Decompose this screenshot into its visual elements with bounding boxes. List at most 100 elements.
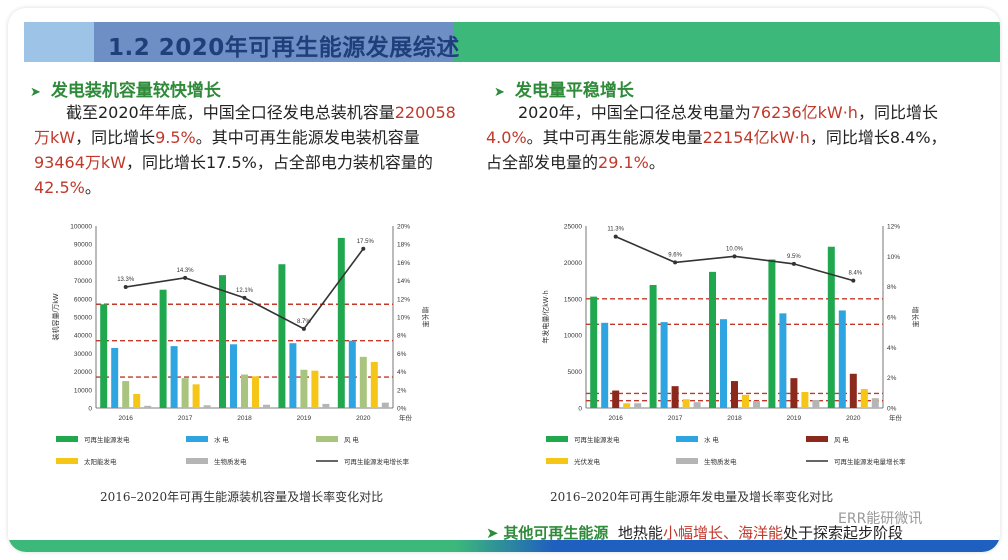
x-tick-label: 2019: [297, 415, 312, 422]
legend-swatch: [546, 458, 568, 464]
bar: [322, 403, 330, 408]
highlight-value: 93464万kW: [34, 153, 126, 172]
bar: [693, 402, 701, 408]
y-tick-label: 20000: [74, 369, 92, 376]
bar: [230, 344, 237, 408]
legend-swatch: [546, 436, 568, 442]
legend-label: 光伏发电: [574, 457, 601, 466]
growth-rate-point: [732, 254, 737, 259]
y-tick-label: 20000: [564, 260, 582, 267]
x-tick-label: 2017: [668, 415, 683, 422]
highlight-value: 42.5%: [34, 178, 85, 197]
legend-label: 风 电: [834, 435, 849, 444]
y2-tick-label: 16%: [397, 260, 410, 267]
bar: [170, 346, 178, 408]
arrow-icon: ➤: [494, 85, 505, 100]
left-section-title-text: 发电装机容量较快增长: [50, 81, 221, 101]
bar: [337, 237, 345, 408]
growth-rate-label: 13.3%: [117, 277, 135, 283]
bar: [144, 405, 152, 408]
bar: [300, 369, 308, 408]
right-section-title: ➤ 发电量平稳增长: [494, 76, 634, 101]
text: ，同比增长: [75, 128, 156, 147]
y-tick-label: 10000: [564, 333, 582, 340]
y2-tick-label: 2%: [887, 375, 897, 382]
legend-label: 可再生能源发电量增长率: [834, 457, 906, 466]
x-tick-label: 2016: [118, 415, 133, 422]
legend-swatch: [806, 436, 828, 442]
y-tick-label: 100000: [70, 224, 92, 231]
legend-label: 可再生能源发电: [84, 435, 130, 444]
y2-tick-label: 0%: [397, 406, 407, 413]
x-tick-label: 2020: [356, 415, 371, 422]
growth-rate-point: [301, 326, 306, 331]
growth-rate-label: 17.5%: [357, 239, 375, 245]
text: 截至2020年年底，中国全口径发电总装机容量: [66, 103, 395, 122]
bar: [181, 378, 189, 408]
highlight-value: 9.5%: [155, 128, 196, 147]
bar: [100, 304, 108, 408]
y2-tick-label: 20%: [397, 224, 410, 231]
x-tick-label: 2020: [846, 415, 861, 422]
growth-rate-label: 9.5%: [787, 254, 801, 260]
x-axis-unit: 年份: [399, 413, 413, 422]
growth-rate-point: [183, 275, 188, 280]
highlight-value: 4.0%: [486, 128, 527, 147]
x-tick-label: 2018: [727, 415, 742, 422]
bar: [827, 246, 835, 408]
right-chart-caption: 2016–2020年可再生能源年发电量及增长率变化对比: [550, 490, 834, 504]
highlight-value: 76236亿kW·h: [750, 103, 858, 122]
legend-label: 生物质发电: [214, 457, 247, 466]
text: ，同比增长17.5%，占全部电力装机容量的: [126, 153, 433, 172]
bar: [122, 381, 130, 408]
bar: [709, 271, 716, 408]
arrow-icon: ➤: [30, 85, 41, 100]
bar: [623, 403, 631, 408]
growth-rate-point: [361, 246, 366, 251]
other-renewables-line: ➤ 其他可再生能源 地热能小幅增长、海洋能处于探索起步阶段: [486, 522, 903, 543]
bar: [871, 398, 879, 408]
growth-rate-point: [791, 261, 796, 266]
bar: [381, 402, 389, 408]
y2-tick-label: 8%: [397, 333, 407, 340]
y-tick-label: 80000: [74, 260, 92, 267]
y2-tick-label: 14%: [397, 278, 410, 285]
y-tick-label: 30000: [74, 351, 92, 358]
arrow-icon: ➤: [486, 524, 499, 542]
y2-tick-label: 2%: [397, 387, 407, 394]
bar: [263, 404, 270, 408]
bar: [634, 403, 642, 408]
y-tick-label: 60000: [74, 296, 92, 303]
y2-tick-label: 18%: [397, 242, 410, 249]
growth-rate-label: 10.0%: [726, 246, 744, 252]
y-tick-label: 90000: [74, 242, 92, 249]
y-axis-label: 年发电量/亿kW·h: [541, 290, 550, 343]
growth-rate-point: [673, 260, 678, 265]
bar: [278, 264, 286, 408]
left-paragraph: 截至2020年年底，中国全口径发电总装机容量220058万kW，同比增长9.5%…: [34, 100, 460, 200]
bar: [860, 389, 868, 408]
bar: [159, 289, 167, 408]
legend-swatch: [186, 458, 208, 464]
y2-tick-label: 12%: [397, 296, 410, 303]
bar: [649, 284, 657, 408]
bar: [742, 394, 749, 408]
legend-swatch: [316, 436, 338, 442]
y2-tick-label: 4%: [887, 345, 897, 352]
growth-rate-point: [851, 278, 856, 283]
bar: [682, 399, 690, 408]
legend-label: 水 电: [704, 435, 719, 444]
bar: [111, 347, 119, 408]
bar: [801, 391, 809, 408]
bar: [720, 319, 727, 408]
y2-tick-label: 8%: [887, 284, 897, 291]
x-tick-label: 2019: [787, 415, 802, 422]
text: 。: [648, 153, 665, 172]
legend-swatch: [676, 458, 698, 464]
bar: [838, 310, 846, 408]
text: ，同比增长8.4%，占全部发电量的: [486, 128, 947, 172]
other-highlight: 小幅增长、海洋能: [662, 524, 783, 542]
y-tick-label: 70000: [74, 278, 92, 285]
legend-swatch: [676, 436, 698, 442]
growth-rate-label: 11.3%: [607, 227, 624, 233]
